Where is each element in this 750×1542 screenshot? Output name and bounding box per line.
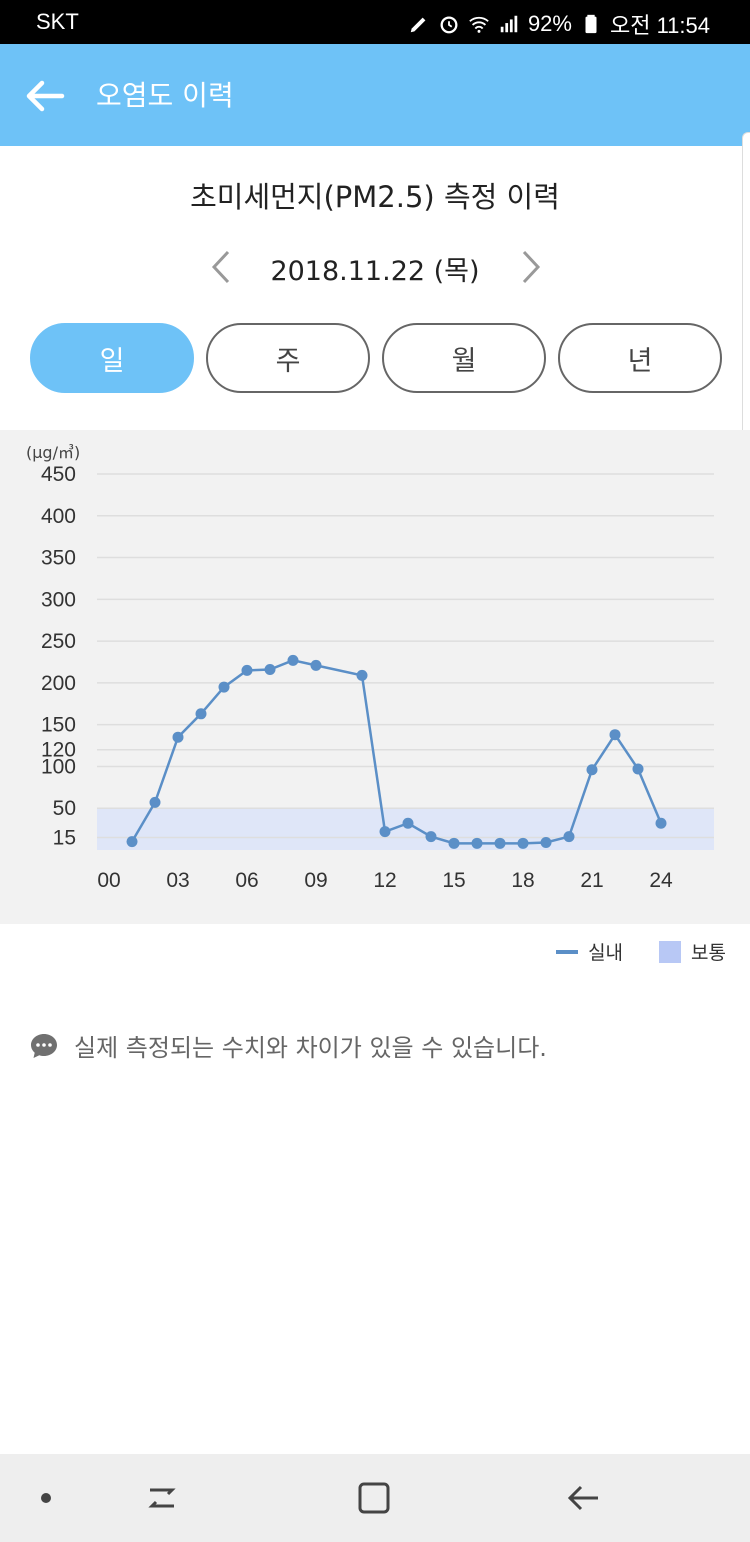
legend-item-normal: 보통	[659, 938, 726, 965]
data-point	[218, 681, 230, 693]
legend-label-indoor: 실내	[588, 942, 624, 964]
back-arrow-icon[interactable]	[20, 72, 68, 120]
back-icon[interactable]	[562, 1476, 606, 1520]
data-point	[241, 664, 253, 676]
recent-apps-icon[interactable]	[140, 1476, 184, 1520]
chart-legend: 실내 보통	[556, 938, 726, 965]
wifi-icon	[469, 16, 489, 33]
legend-label-normal: 보통	[691, 942, 726, 964]
y-tick-label: 50	[53, 797, 76, 820]
battery-percent: 92%	[527, 11, 572, 36]
y-tick-label: 400	[41, 505, 76, 528]
x-tick-label: 03	[166, 869, 189, 892]
y-tick-label: 250	[41, 630, 76, 653]
y-tick-label: 350	[41, 547, 76, 570]
y-tick-label: 150	[41, 714, 76, 737]
chevron-left-icon[interactable]	[202, 244, 242, 290]
y-tick-label: 450	[41, 463, 76, 486]
data-point	[632, 763, 644, 775]
x-tick-label: 12	[373, 869, 396, 892]
x-tick-label: 06	[235, 869, 258, 892]
alarm-icon	[440, 16, 458, 34]
chat-bubble-icon	[31, 1033, 57, 1058]
y-tick-label: 200	[41, 672, 76, 695]
x-tick-label: 21	[580, 869, 603, 892]
system-nav-bar	[0, 1454, 750, 1542]
data-point	[563, 831, 575, 843]
tab-week[interactable]: 주	[206, 323, 370, 393]
x-tick-label: 24	[649, 869, 673, 892]
y-tick-label: 120	[41, 739, 76, 762]
x-tick-label: 00	[97, 869, 120, 892]
app-bar: 오염도 이력	[0, 44, 750, 146]
page-title: 오염도 이력	[96, 79, 234, 112]
data-point	[287, 654, 299, 666]
chevron-right-icon[interactable]	[510, 244, 550, 290]
data-point	[609, 729, 621, 741]
edit-icon	[410, 17, 426, 33]
date-label: 2018.11.22 (목)	[270, 256, 480, 287]
data-point	[517, 837, 529, 849]
data-point	[494, 837, 506, 849]
x-tick-label: 15	[442, 869, 465, 892]
legend-box-swatch	[659, 940, 682, 963]
data-point	[540, 836, 552, 848]
status-bar: SKT 92% 오전 11:54	[0, 0, 750, 44]
x-tick-label: 18	[511, 869, 534, 892]
data-point	[402, 817, 414, 829]
clock: 오전 11:54	[609, 13, 710, 38]
carrier-label: SKT	[36, 9, 79, 34]
data-point	[471, 837, 483, 849]
y-unit-label: (µg/㎥)	[26, 443, 80, 462]
data-point	[425, 831, 437, 843]
signal-icon	[500, 15, 518, 33]
status-icons: 92% 오전 11:54	[408, 8, 710, 40]
dot-icon[interactable]	[24, 1476, 68, 1520]
data-point	[172, 731, 184, 743]
battery-icon	[585, 14, 597, 34]
data-point	[264, 664, 276, 676]
data-point	[149, 796, 161, 808]
notice-text: 실제 측정되는 수치와 차이가 있을 수 있습니다.	[74, 1034, 547, 1062]
data-point	[356, 669, 368, 681]
data-point	[379, 826, 391, 838]
data-point	[586, 764, 598, 776]
chart-area: 15 50 100 120 150 200 250 300 350 400 450 (µg/㎥) 00 0…	[0, 430, 750, 924]
home-icon[interactable]	[352, 1476, 396, 1520]
tab-year[interactable]: 년	[558, 323, 722, 393]
tab-day[interactable]: 일	[30, 323, 194, 393]
data-point	[448, 837, 460, 849]
data-point	[195, 708, 207, 720]
notice: 실제 측정되는 수치와 차이가 있을 수 있습니다.	[28, 1028, 547, 1063]
y-tick-label: 100	[41, 755, 76, 778]
y-tick-label: 300	[41, 588, 76, 611]
data-point	[310, 659, 322, 671]
data-point	[126, 836, 138, 848]
data-point	[655, 817, 667, 829]
chart-title: 초미세먼지(PM2.5) 측정 이력	[190, 180, 560, 214]
x-tick-label: 09	[304, 869, 327, 892]
y-tick-label: 15	[53, 826, 76, 849]
normal-band	[97, 808, 714, 850]
legend-item-indoor: 실내	[556, 938, 623, 965]
tab-month[interactable]: 월	[382, 323, 546, 393]
date-navigator: 2018.11.22 (목)	[0, 244, 750, 294]
legend-line-swatch	[556, 949, 579, 954]
